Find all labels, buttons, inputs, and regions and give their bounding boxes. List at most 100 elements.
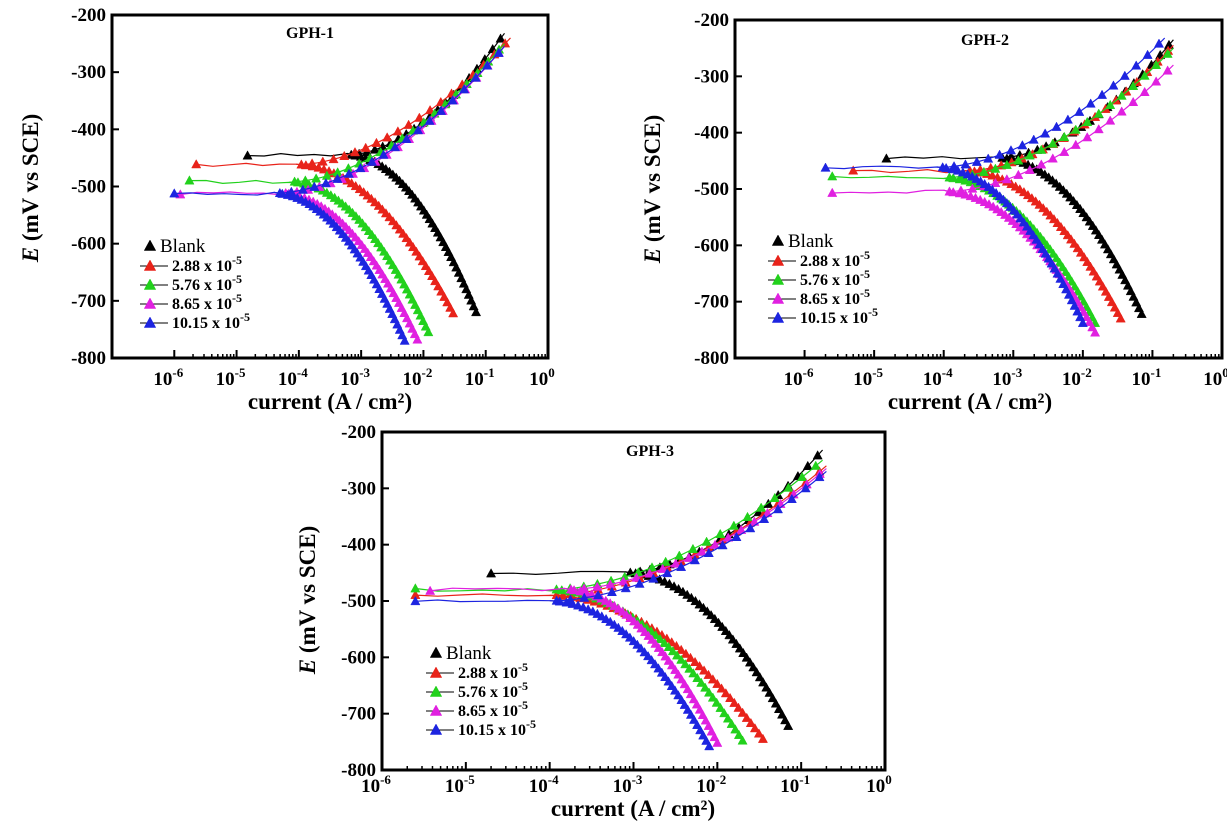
data-point xyxy=(423,326,434,337)
data-point xyxy=(300,175,311,185)
data-point xyxy=(716,683,727,693)
legend-marker xyxy=(771,254,785,266)
y-tick-label: -200 xyxy=(71,5,106,26)
data-point xyxy=(390,141,401,152)
data-point xyxy=(184,175,195,185)
data-point xyxy=(694,661,705,671)
data-point xyxy=(1139,70,1150,80)
data-point xyxy=(937,162,948,172)
series-line-anodic xyxy=(625,449,824,574)
legend-label: 8.65 x 10-5 xyxy=(172,291,242,313)
data-point xyxy=(726,718,737,728)
x-tick-label: 10-4 xyxy=(278,365,308,390)
data-point xyxy=(493,47,504,57)
data-point xyxy=(944,172,955,182)
data-point xyxy=(1047,153,1058,163)
data-point xyxy=(565,594,576,604)
series-1 xyxy=(242,32,506,317)
data-point xyxy=(486,568,497,578)
data-point xyxy=(1059,131,1070,141)
data-point xyxy=(274,187,285,198)
data-point xyxy=(707,674,718,684)
data-point xyxy=(1001,159,1012,169)
data-point xyxy=(424,115,435,125)
series-3 xyxy=(827,47,1174,327)
x-tick-label: 10-2 xyxy=(403,365,433,390)
data-point xyxy=(579,583,590,593)
data-point xyxy=(955,185,966,195)
data-point xyxy=(699,665,710,675)
data-point xyxy=(761,682,772,692)
data-point xyxy=(742,511,753,521)
legend-label: 8.65 x 10-5 xyxy=(458,698,528,720)
data-point xyxy=(343,168,354,178)
data-point xyxy=(1040,128,1051,138)
x-axis-label: current (A / cm²) xyxy=(888,389,1052,414)
data-point xyxy=(1097,89,1108,99)
data-point xyxy=(360,142,371,152)
x-tick-label: 10-2 xyxy=(696,772,726,797)
data-point xyxy=(725,692,736,703)
legend-label: Blank xyxy=(788,231,834,252)
data-point xyxy=(684,663,695,673)
y-tick-label: -200 xyxy=(341,422,376,443)
data-point xyxy=(1162,65,1173,75)
data-point xyxy=(737,735,748,745)
legend-marker xyxy=(429,646,443,658)
data-point xyxy=(737,707,748,717)
data-point xyxy=(960,159,971,169)
data-point xyxy=(749,723,760,733)
data-point xyxy=(558,590,569,600)
data-point xyxy=(191,159,202,169)
legend-marker xyxy=(771,273,785,285)
data-point xyxy=(366,156,378,166)
data-point xyxy=(579,592,590,602)
data-point xyxy=(715,702,726,712)
data-point xyxy=(827,171,838,181)
legend-marker xyxy=(429,723,443,735)
data-point xyxy=(1005,145,1016,155)
data-point xyxy=(680,648,691,658)
data-point xyxy=(692,672,703,683)
legend-marker xyxy=(143,239,157,251)
data-point xyxy=(676,644,687,654)
data-point xyxy=(707,692,718,702)
data-point xyxy=(800,483,811,493)
data-point xyxy=(662,567,673,578)
x-tick-label: 10-5 xyxy=(216,365,246,390)
data-point xyxy=(680,659,691,669)
data-point xyxy=(592,581,603,591)
x-tick-label: 10-6 xyxy=(784,365,814,390)
x-axis-label: current (A / cm²) xyxy=(551,796,715,821)
data-point xyxy=(1051,121,1062,131)
data-point xyxy=(447,95,458,105)
data-point xyxy=(745,717,756,728)
data-point xyxy=(410,583,421,593)
data-point xyxy=(1105,115,1116,125)
data-point xyxy=(703,669,714,679)
y-tick-label: -600 xyxy=(694,235,729,256)
data-point xyxy=(674,550,685,560)
data-point xyxy=(949,161,960,171)
data-point xyxy=(1115,313,1126,323)
data-point xyxy=(297,184,308,194)
data-point xyxy=(1024,150,1035,160)
data-point xyxy=(573,600,584,610)
data-point xyxy=(770,698,781,708)
data-point xyxy=(471,306,482,317)
y-tick-label: -300 xyxy=(71,62,106,83)
x-tick-label: 100 xyxy=(529,365,555,390)
data-point xyxy=(286,186,297,196)
data-point xyxy=(1047,138,1058,148)
x-tick-label: 10-5 xyxy=(853,365,883,390)
data-point xyxy=(1013,169,1024,179)
y-tick-label: -600 xyxy=(71,234,106,255)
x-tick-label: 10-1 xyxy=(780,772,810,797)
data-point xyxy=(1017,140,1028,150)
data-point xyxy=(663,641,674,652)
data-point xyxy=(169,188,180,198)
data-point xyxy=(307,158,318,168)
legend-marker xyxy=(429,666,443,678)
